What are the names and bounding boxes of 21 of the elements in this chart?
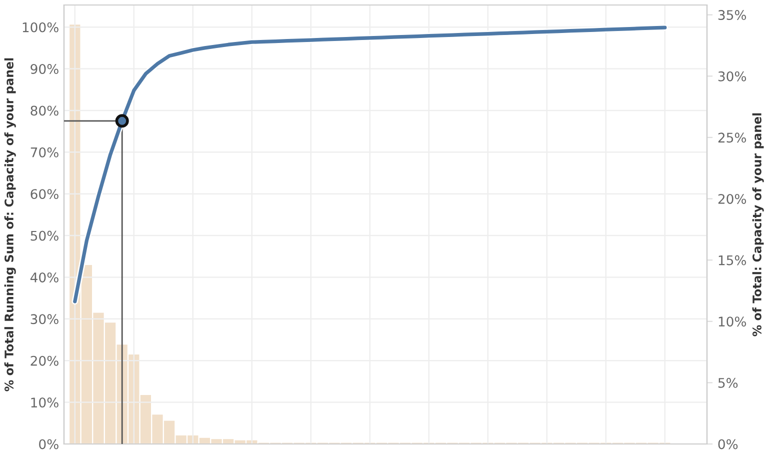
y-tick-label: 30%: [30, 314, 58, 324]
y2-tick-label: 30%: [718, 71, 746, 82]
y-tick-label: 100%: [22, 22, 58, 32]
y-tick-label: 10%: [31, 398, 58, 408]
y-axis-title: % of Total Running Sum of: Capacity of your panel: [4, 58, 16, 392]
y2-tick-label: 35%: [718, 10, 746, 20]
y-tick-label: 90%: [30, 64, 58, 74]
y2-tick-label: 15%: [718, 255, 746, 266]
y-tick-label: 20%: [30, 356, 58, 366]
y2-tick-label: 20%: [718, 194, 746, 204]
y2-tick-label: 5%: [718, 378, 738, 388]
y-tick-label: 50%: [30, 230, 58, 241]
y2-axis-title: % of Total: Capacity of your panel: [752, 113, 764, 336]
y2-tick-label: 0%: [718, 439, 738, 450]
y-tick-label: 70%: [30, 147, 58, 158]
y-tick-label: 80%: [30, 106, 58, 116]
y2-tick-label: 25%: [718, 132, 746, 143]
y-tick-label: 0%: [39, 439, 58, 450]
y2-tick-label: 10%: [718, 316, 746, 327]
y-tick-label: 60%: [30, 189, 58, 200]
y-tick-label: 40%: [30, 272, 58, 282]
